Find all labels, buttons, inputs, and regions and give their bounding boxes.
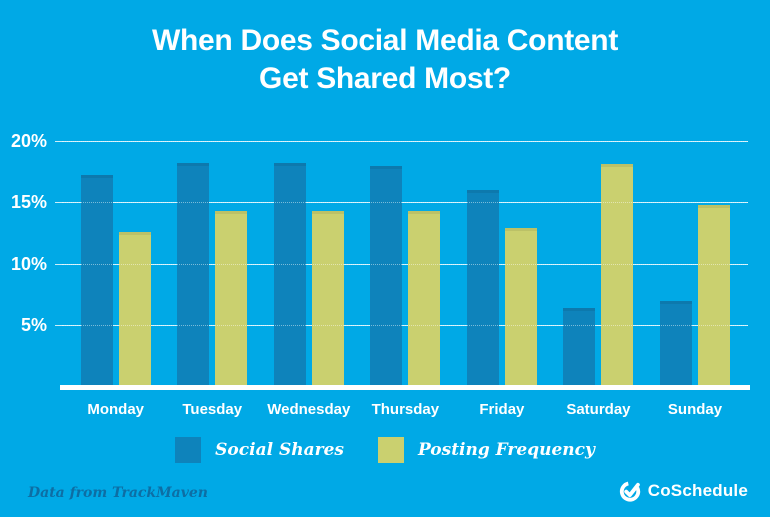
x-axis-label-monday: Monday [87,401,145,418]
chart-legend: Social Shares Posting Frequency [0,437,770,463]
y-axis-tick-10: 10% [10,253,47,274]
x-axis-baseline [60,385,750,390]
chart-title: When Does Social Media Content Get Share… [0,22,770,98]
chart-title-line1: When Does Social Media Content [151,24,619,57]
legend-label-posting-frequency: Posting Frequency [417,440,595,460]
coschedule-wordmark: CoSchedule [647,480,748,500]
gridline-dots-10-percent [62,263,748,265]
y-axis-tick-20: 20% [10,130,47,151]
bar-posting-frequency-friday [504,228,537,387]
x-axis-label-friday: Friday [479,401,525,418]
gridline-dots-5-percent [62,325,748,327]
bar-posting-frequency-tuesday [215,210,248,387]
bar-social-shares-wednesday [273,162,306,387]
x-axis-label-wednesday: Wednesday [267,401,351,418]
x-axis-label-tuesday: Tuesday [182,401,243,418]
coschedule-logo: CoSchedule [619,478,748,503]
gridline-20-percent [55,140,748,142]
chart-title-line2: Get Shared Most? [259,62,511,95]
bar-social-shares-tuesday [177,162,210,387]
legend-item-posting-frequency: Posting Frequency [377,437,595,463]
bar-posting-frequency-wednesday [311,210,344,387]
x-axis-label-thursday: Thursday [371,401,440,418]
bar-posting-frequency-thursday [408,210,441,387]
bar-posting-frequency-saturday [601,163,634,387]
bar-social-shares-monday [80,175,113,387]
legend-swatch-social-shares [175,437,202,463]
legend-label-social-shares: Social Shares [215,440,344,460]
bar-social-shares-thursday [370,166,403,387]
y-axis-tick-15: 15% [10,192,47,213]
x-axis-label-sunday: Sunday [667,401,723,418]
bar-social-shares-saturday [563,308,596,387]
gridline-dots-20-percent [62,140,748,142]
coschedule-logomark-icon [619,478,642,503]
bar-posting-frequency-sunday [698,204,730,387]
gridline-dots-15-percent [62,202,748,204]
bar-posting-frequency-monday [118,231,151,387]
x-axis-label-saturday: Saturday [566,401,631,418]
legend-item-social-shares: Social Shares [175,437,344,463]
data-source-note: Data from TrackMaven [28,485,208,501]
legend-swatch-posting-frequency [377,437,404,463]
bar-social-shares-friday [466,189,499,387]
y-axis-tick-5: 5% [20,315,47,336]
bar-social-shares-sunday [660,300,692,387]
